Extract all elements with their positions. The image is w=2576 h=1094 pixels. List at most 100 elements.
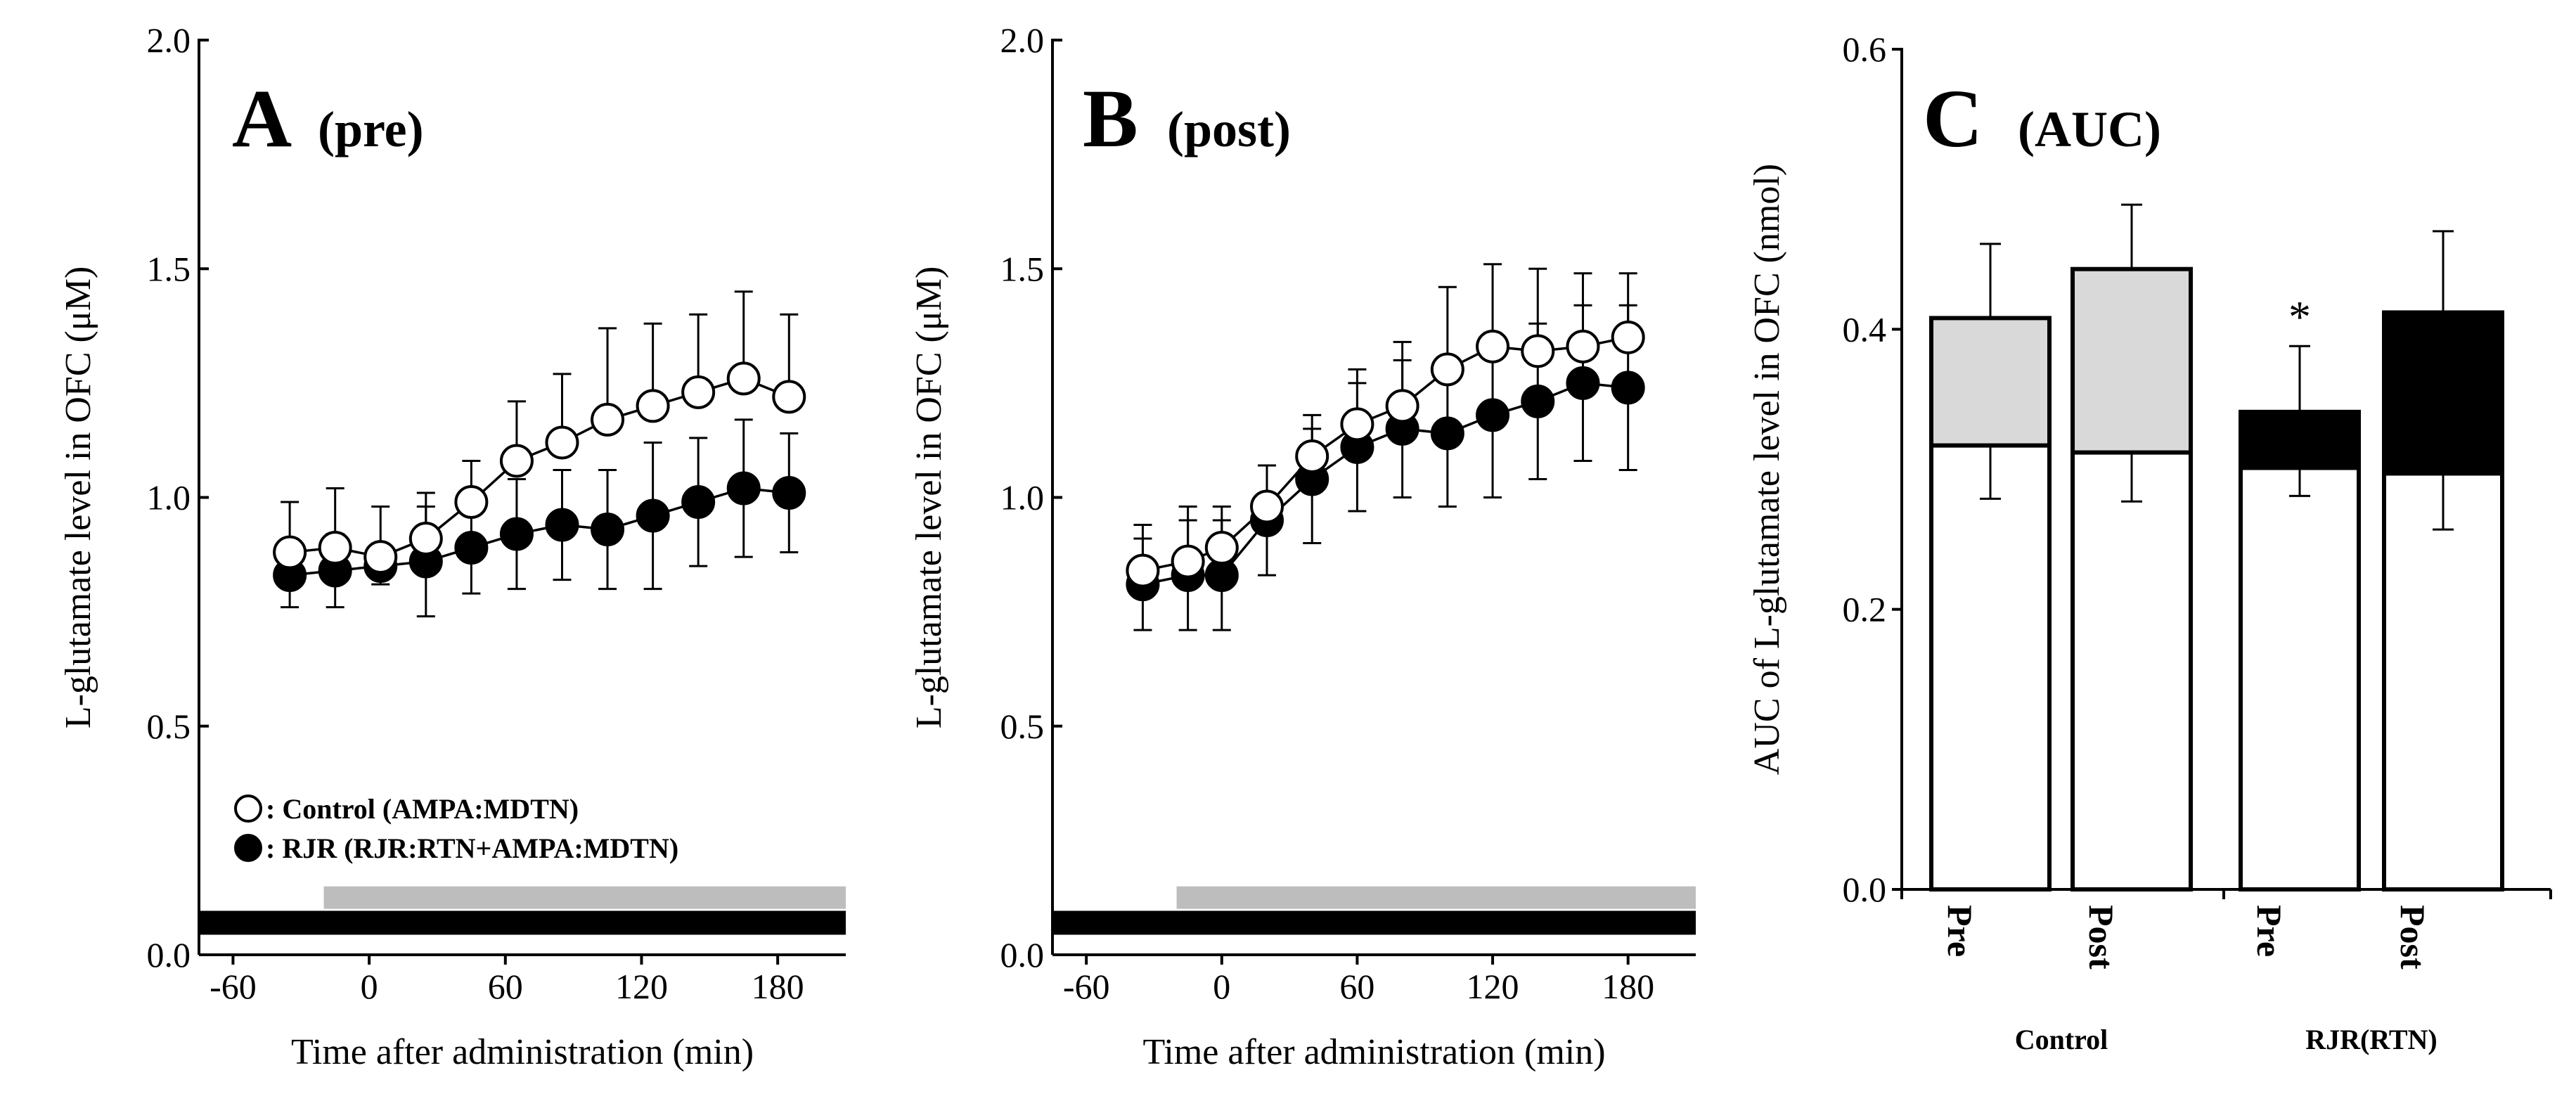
x-tick-label: 120	[615, 967, 668, 1006]
panel-c: 0.0 0.2 0.4 0.6 AUC of L-glutamate level in …	[1747, 30, 2552, 1055]
category-label: Post	[2393, 905, 2433, 970]
data-point-control	[1204, 531, 1239, 565]
y-tick-label: 0.4	[1843, 309, 1887, 349]
panel-letter: A	[232, 72, 292, 165]
data-point-control	[1126, 553, 1160, 588]
y-axis-title: L-glutamate level in OFC (μM)	[909, 266, 949, 729]
legend-marker-rjr	[234, 834, 262, 862]
data-point-control	[726, 361, 761, 396]
y-tick-label: 0.0	[1000, 935, 1045, 974]
series-control	[281, 290, 799, 558]
x-axis-title: Time after administration (min)	[1142, 1032, 1605, 1072]
data-point-control	[454, 485, 489, 520]
data-point-control	[499, 444, 534, 478]
bar-segment-lower	[2382, 471, 2504, 892]
legend-marker-control	[234, 794, 262, 823]
treatment-bar-black	[1052, 910, 1696, 935]
y-tick-label: 1.0	[147, 478, 191, 517]
bar-segment-upper	[2382, 310, 2504, 476]
bar-segment-upper	[2071, 266, 2193, 455]
data-point-rjr	[545, 508, 579, 542]
category-label: Pre	[1940, 905, 1980, 957]
data-point-control	[1295, 439, 1329, 473]
data-point-control	[1611, 320, 1645, 354]
x-tick-label: -60	[1063, 967, 1110, 1006]
x-tick-label: -60	[210, 967, 257, 1006]
panel-b: 0.0 0.5 1.0 1.5 2.0 -60 0 60 120 180 Time after ad…	[909, 20, 1696, 1072]
y-tick-label: 0.2	[1843, 590, 1887, 629]
data-point-control	[1430, 352, 1464, 387]
bar-segment-lower	[2239, 465, 2361, 892]
bar-control-post: Post	[2071, 203, 2193, 970]
x-tick-label: 60	[1339, 967, 1374, 1006]
y-tick-label: 0.6	[1843, 30, 1887, 69]
data-point-control	[1250, 489, 1284, 524]
panel-letter: B	[1083, 72, 1138, 165]
x-tick-label: 0	[1213, 967, 1230, 1006]
data-point-control	[1521, 334, 1555, 368]
bar-segment-lower	[1929, 443, 2052, 892]
data-point-control	[318, 531, 352, 565]
x-tick-label: 180	[752, 967, 804, 1006]
data-point-rjr	[1430, 416, 1464, 451]
y-tick-label: 2.0	[1000, 20, 1045, 60]
data-point-rjr	[772, 475, 806, 510]
data-point-control	[273, 535, 307, 569]
group-label-rjr: RJR(RTN)	[2305, 1024, 2437, 1055]
y-tick-label: 0.0	[147, 935, 191, 974]
data-point-control	[772, 380, 806, 414]
data-point-rjr	[454, 531, 489, 565]
significance-marker: *	[2288, 292, 2311, 342]
data-point-rjr	[591, 513, 625, 547]
panel-subtitle: (post)	[1167, 101, 1291, 157]
y-tick-label: 0.0	[1843, 870, 1887, 909]
data-point-control	[591, 402, 625, 437]
panel-subtitle: (pre)	[318, 101, 424, 157]
y-tick-label: 1.5	[1000, 249, 1045, 288]
category-label: Pre	[2250, 905, 2289, 957]
data-point-rjr	[726, 471, 761, 506]
y-tick-label: 1.0	[1000, 478, 1045, 517]
treatment-bar-black	[199, 910, 846, 935]
panel-subtitle: (AUC)	[2018, 101, 2161, 157]
y-tick-label: 2.0	[147, 20, 191, 60]
x-tick-label: 120	[1467, 967, 1519, 1006]
x-tick-label: 0	[361, 967, 378, 1006]
data-point-control	[363, 540, 398, 574]
data-point-rjr	[1611, 371, 1645, 405]
data-point-control	[1340, 407, 1374, 442]
x-tick-label: 180	[1602, 967, 1654, 1006]
data-point-rjr	[681, 485, 716, 520]
treatment-bar-gray	[1176, 886, 1696, 909]
data-point-control	[1171, 544, 1205, 579]
panel-letter: C	[1923, 72, 1983, 165]
data-point-control	[545, 425, 579, 460]
x-axis-title: Time after administration (min)	[291, 1032, 754, 1072]
bar-segment-upper	[2239, 409, 2361, 470]
data-point-control	[1476, 329, 1510, 363]
category-label: Post	[2082, 905, 2121, 970]
data-point-control	[636, 389, 670, 423]
y-tick-label: 0.5	[1000, 707, 1045, 746]
data-point-control	[1566, 329, 1600, 363]
legend-label-rjr: : RJR (RJR:RTN+AMPA:MDTN)	[266, 832, 678, 864]
series-rjr	[281, 418, 799, 618]
data-point-rjr	[499, 517, 534, 551]
y-tick-label: 1.5	[147, 249, 191, 288]
data-point-rjr	[636, 498, 670, 533]
data-point-rjr	[1476, 398, 1510, 432]
bar-control-pre: Pre	[1929, 243, 2052, 957]
bar-segment-lower	[2071, 450, 2193, 892]
y-axis-title: L-glutamate level in OFC (μM)	[58, 266, 98, 729]
series-control	[1133, 263, 1637, 572]
bar-rjrrtn-post: Post	[2382, 230, 2504, 970]
bar-segment-upper	[1929, 316, 2052, 448]
data-point-control	[1385, 389, 1419, 423]
x-tick-label: 60	[488, 967, 523, 1006]
legend: : Control (AMPA:MDTN): RJR (RJR:RTN+AMPA…	[234, 793, 678, 864]
group-label-control: Control	[2015, 1024, 2108, 1055]
y-tick-label: 0.5	[147, 707, 191, 746]
treatment-bar-gray	[323, 886, 846, 909]
y-axis-title: AUC of L-glutamate level in OFC (nmol)	[1747, 164, 1787, 775]
